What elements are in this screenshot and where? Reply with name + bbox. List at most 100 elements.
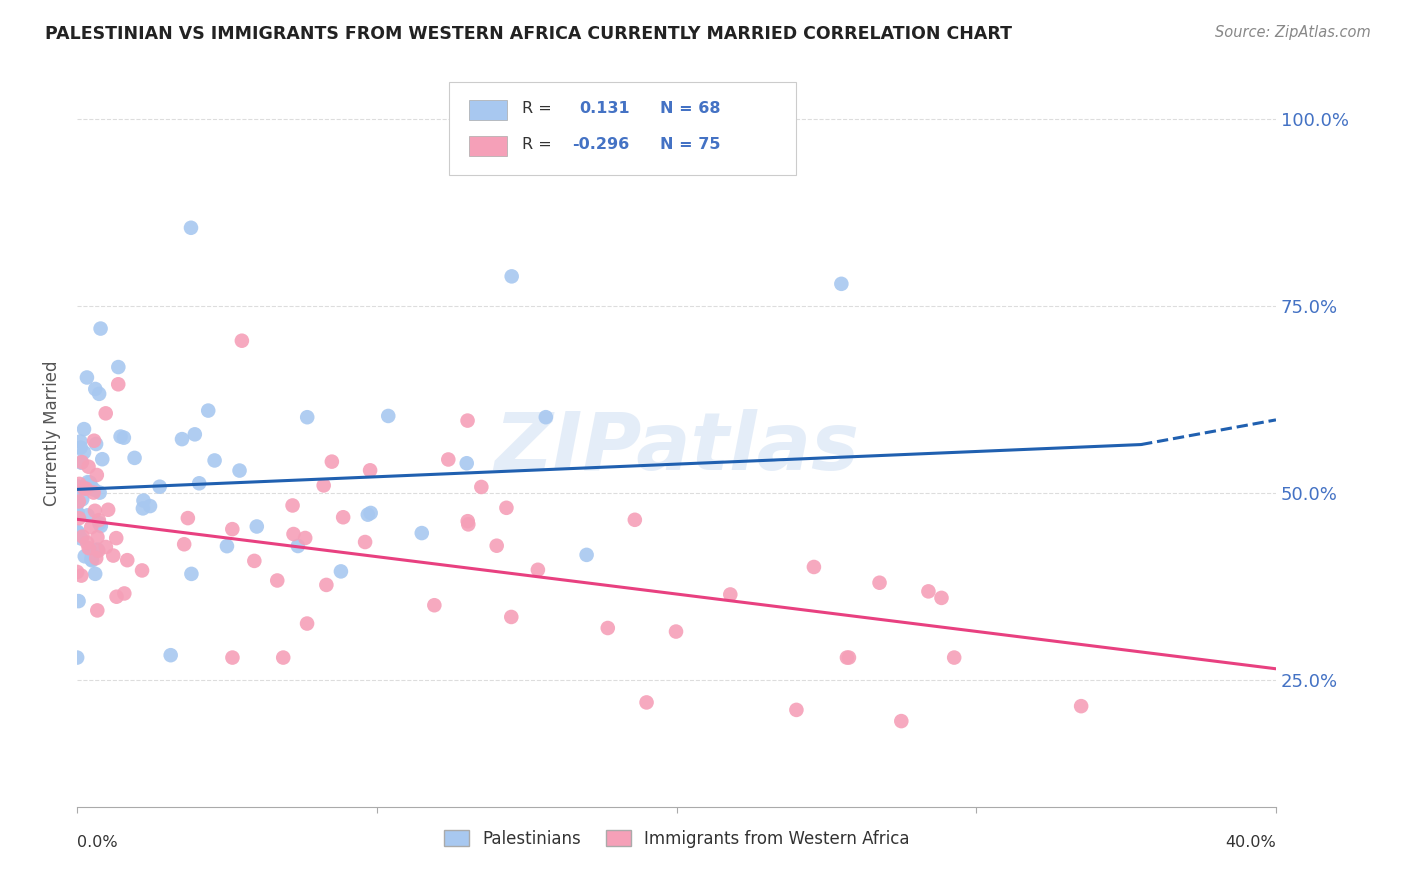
Text: -0.296: -0.296 bbox=[572, 136, 630, 152]
Point bbox=[80, 552, 103, 566]
Point bbox=[73, 422, 96, 436]
Point bbox=[139, 499, 162, 513]
Point bbox=[624, 513, 647, 527]
Point bbox=[457, 517, 479, 532]
Point bbox=[931, 591, 953, 605]
Point bbox=[70, 568, 93, 582]
Point bbox=[437, 452, 460, 467]
Text: 40.0%: 40.0% bbox=[1225, 836, 1277, 850]
Text: PALESTINIAN VS IMMIGRANTS FROM WESTERN AFRICA CURRENTLY MARRIED CORRELATION CHAR: PALESTINIAN VS IMMIGRANTS FROM WESTERN A… bbox=[45, 25, 1012, 43]
Point bbox=[803, 560, 825, 574]
Point bbox=[501, 269, 523, 284]
Point bbox=[180, 566, 202, 581]
Point bbox=[149, 480, 172, 494]
Point bbox=[72, 530, 94, 544]
Point bbox=[377, 409, 399, 423]
Point bbox=[80, 549, 103, 563]
Point bbox=[89, 516, 111, 531]
Point bbox=[332, 510, 354, 524]
Point bbox=[112, 586, 135, 600]
Point bbox=[75, 480, 97, 494]
Point bbox=[266, 574, 288, 588]
Point bbox=[329, 565, 352, 579]
Point bbox=[84, 504, 107, 518]
Point bbox=[117, 553, 139, 567]
Point bbox=[124, 450, 146, 465]
Point bbox=[77, 475, 100, 489]
Point bbox=[70, 456, 93, 470]
Point bbox=[70, 492, 93, 507]
Point bbox=[785, 703, 807, 717]
Point bbox=[77, 541, 100, 556]
Point bbox=[73, 482, 96, 496]
Point bbox=[86, 542, 108, 557]
Point bbox=[84, 382, 107, 396]
Point bbox=[456, 456, 478, 470]
Point bbox=[79, 475, 101, 490]
Point bbox=[73, 549, 96, 564]
Point bbox=[70, 455, 93, 469]
Text: 0.131: 0.131 bbox=[579, 101, 630, 116]
Point bbox=[132, 493, 155, 508]
Point bbox=[67, 476, 90, 491]
Point bbox=[87, 543, 110, 558]
Point bbox=[66, 650, 89, 665]
Point bbox=[1070, 699, 1092, 714]
Point bbox=[177, 511, 200, 525]
Point bbox=[107, 360, 129, 375]
Point bbox=[105, 531, 128, 545]
Point bbox=[131, 564, 153, 578]
Point bbox=[87, 513, 110, 527]
Point bbox=[66, 506, 89, 520]
Point bbox=[501, 610, 523, 624]
Point bbox=[869, 575, 891, 590]
Point bbox=[534, 410, 557, 425]
Point bbox=[159, 648, 181, 663]
Point bbox=[184, 427, 207, 442]
Point bbox=[79, 478, 101, 492]
Point bbox=[287, 539, 309, 553]
Point bbox=[596, 621, 619, 635]
Point bbox=[271, 650, 294, 665]
Point bbox=[527, 563, 550, 577]
Point bbox=[84, 566, 107, 581]
Point bbox=[70, 481, 93, 495]
Point bbox=[283, 527, 305, 541]
Point bbox=[197, 403, 219, 417]
Point bbox=[69, 441, 91, 455]
Point bbox=[103, 549, 125, 563]
Point bbox=[67, 511, 90, 525]
Point bbox=[281, 499, 304, 513]
Point bbox=[83, 485, 105, 500]
Point bbox=[80, 520, 103, 534]
Point bbox=[321, 455, 343, 469]
Point bbox=[204, 453, 226, 467]
Point bbox=[91, 452, 114, 467]
Point bbox=[718, 587, 741, 601]
Point bbox=[67, 525, 90, 540]
Point bbox=[357, 508, 380, 522]
Text: R =: R = bbox=[522, 136, 557, 152]
Point bbox=[66, 497, 89, 511]
Text: Source: ZipAtlas.com: Source: ZipAtlas.com bbox=[1215, 25, 1371, 40]
Point bbox=[86, 603, 108, 617]
Point bbox=[246, 519, 269, 533]
Point bbox=[80, 553, 103, 567]
Point bbox=[215, 539, 238, 553]
Point bbox=[457, 514, 479, 528]
Point bbox=[188, 476, 211, 491]
Point bbox=[457, 414, 479, 428]
Point bbox=[221, 650, 243, 665]
Point bbox=[94, 406, 117, 420]
Point bbox=[66, 480, 89, 494]
Text: 0.0%: 0.0% bbox=[77, 836, 118, 850]
Point bbox=[89, 485, 111, 500]
Point bbox=[636, 695, 658, 709]
Point bbox=[86, 530, 108, 544]
Point bbox=[67, 494, 90, 508]
Point bbox=[86, 468, 108, 483]
Text: ZIPatlas: ZIPatlas bbox=[494, 409, 859, 487]
Point bbox=[83, 483, 105, 497]
Legend: Palestinians, Immigrants from Western Africa: Palestinians, Immigrants from Western Af… bbox=[437, 823, 917, 855]
Point bbox=[77, 459, 100, 474]
